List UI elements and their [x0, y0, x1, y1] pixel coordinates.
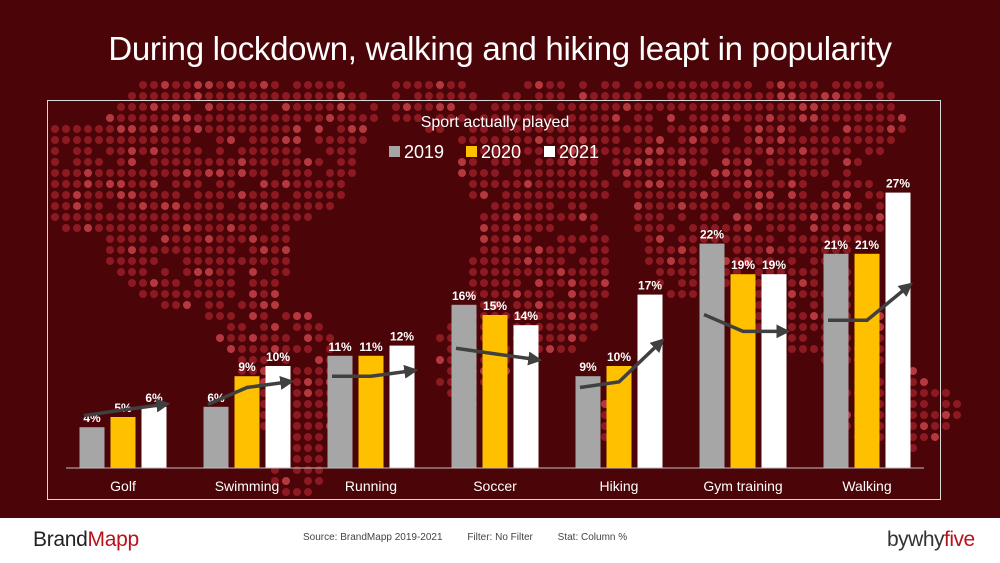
- brandmapp-logo: BrandMapp: [33, 528, 139, 551]
- trend-arrow-hiking: [579, 338, 665, 390]
- data-label: 21%: [824, 238, 848, 252]
- data-labels: 4%5%6% 6%9%10%11% 11%12%16%15%14%9%10%17%2…: [83, 177, 910, 426]
- bar-soccer-2021: [513, 325, 539, 468]
- map-dots: [51, 81, 961, 496]
- trend-arrow-swimming: [207, 376, 295, 406]
- bar-golf-2020: [110, 417, 136, 468]
- data-label: 21%: [855, 238, 879, 252]
- legend-label-2020: 2020: [481, 142, 521, 162]
- bar-golf-2021: [141, 406, 167, 468]
- trend-arrow-gym-training: [703, 312, 791, 339]
- trend-arrow-walking: [828, 282, 913, 322]
- chart-title: Sport actually played: [421, 114, 570, 131]
- data-label: 22%: [700, 228, 724, 242]
- slide: During lockdown, walking and hiking leap…: [0, 0, 1000, 518]
- data-label: 6%: [145, 391, 163, 405]
- data-label: 17%: [638, 279, 662, 293]
- data-label: 12%: [390, 330, 414, 344]
- legend-swatch-2019: [389, 146, 400, 157]
- bars: [79, 192, 911, 468]
- source-note: Source: BrandMapp 2019-2021: [303, 532, 443, 543]
- bar-running-2020: [358, 355, 384, 468]
- bar-walking-2020: [854, 253, 880, 468]
- slide-title: During lockdown, walking and hiking leap…: [108, 30, 892, 67]
- bywhyfive-logo: bywhyfive: [887, 528, 975, 551]
- chart-frame: Sport actually played 2019 2020 2021 4% 5% 6% 6…: [47, 100, 941, 500]
- stat-note: Stat: Column %: [557, 532, 628, 543]
- data-label: 10%: [607, 350, 631, 364]
- bar-walking-2021: [885, 192, 911, 468]
- x-tick-label: Soccer: [473, 478, 517, 494]
- bar-golf-2019: [79, 427, 105, 468]
- data-label: 9%: [238, 360, 256, 374]
- x-tick-label: Running: [345, 478, 397, 494]
- footer-notes: Source: BrandMapp 2019-2021 Filter: No F…: [303, 532, 649, 543]
- legend-label-2019: 2019: [404, 142, 444, 162]
- x-tick-label: Walking: [842, 478, 891, 494]
- trend-arrow-soccer: [455, 346, 543, 366]
- data-label: 16%: [452, 289, 476, 303]
- footer: BrandMapp Source: BrandMapp 2019-2021 Fi…: [0, 518, 1000, 563]
- bar-gym-training-2020: [730, 274, 756, 468]
- legend-label-2021: 2021: [559, 142, 599, 162]
- legend-swatch-2021: [544, 146, 555, 157]
- bar-walking-2019: [823, 253, 849, 468]
- data-label: 11%: [359, 340, 383, 354]
- bar-hiking-2019: [575, 376, 601, 468]
- bar-running-2019: [327, 355, 353, 468]
- data-label: 14%: [514, 309, 538, 323]
- bar-gym-training-2019: [699, 243, 725, 468]
- bar-soccer-2019: [451, 304, 477, 468]
- x-tick-label: Gym training: [703, 478, 782, 494]
- bar-gym-training-2021: [761, 274, 787, 468]
- legend-swatch-2020: [466, 146, 477, 157]
- x-tick-label: Swimming: [215, 478, 280, 494]
- data-label: 19%: [731, 258, 755, 272]
- trend-arrows: [83, 282, 913, 418]
- data-label: 10%: [266, 350, 290, 364]
- data-label: 27%: [886, 177, 910, 191]
- x-tick-label: Golf: [110, 478, 136, 494]
- data-label: 19%: [762, 258, 786, 272]
- bar-soccer-2020: [482, 315, 508, 468]
- data-label: 15%: [483, 299, 507, 313]
- bar-running-2021: [389, 345, 415, 468]
- x-tick-label: Hiking: [600, 478, 639, 494]
- trend-arrow-running: [332, 364, 419, 379]
- bar-swimming-2019: [203, 406, 229, 468]
- bar-hiking-2021: [637, 294, 663, 468]
- data-label: 9%: [579, 360, 597, 374]
- filter-note: Filter: No Filter: [467, 532, 533, 543]
- trend-arrow-golf: [83, 398, 171, 418]
- data-label: 11%: [328, 340, 352, 354]
